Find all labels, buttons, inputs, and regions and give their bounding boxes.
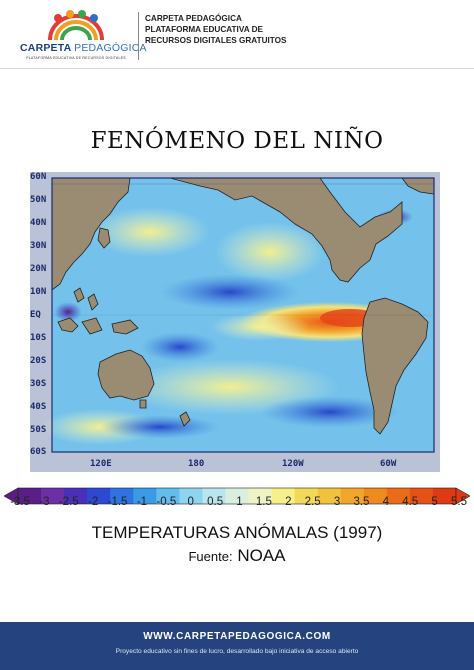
source-line: Fuente: NOAA: [0, 546, 474, 566]
scale-cell: [248, 488, 273, 504]
lat-label: 50S: [30, 425, 47, 435]
header-divider: [138, 12, 139, 60]
scale-tick-label: 3: [333, 496, 341, 508]
logo-tagline: PLATAFORMA EDUCATIVA DE RECURSOS DIGITAL…: [26, 56, 126, 60]
scale-cell: [41, 488, 65, 504]
scale-tick-label: -2.5: [58, 496, 79, 508]
lon-label: 60W: [380, 459, 397, 469]
logo: CARPETA PEDAGÓGICA PLATAFORMA EDUCATIVA …: [20, 8, 147, 66]
source-value: NOAA: [237, 546, 286, 565]
lat-label: 10S: [30, 333, 47, 343]
header: CARPETA PEDAGÓGICA PLATAFORMA EDUCATIVA …: [0, 0, 474, 70]
scale-cell: [225, 488, 250, 504]
scale-cell: [87, 488, 111, 504]
footer-note: Proyecto educativo sin fines de lucro, d…: [115, 648, 359, 655]
footer: WWW.CARPETAPEDAGOGICA.COM Proyecto educa…: [0, 622, 474, 670]
scale-tick-label: 4.5: [402, 496, 419, 508]
lat-label: 30N: [30, 241, 47, 251]
scale-tick-label: -2: [88, 496, 99, 508]
scale-cell: [340, 488, 365, 504]
lat-label: 30S: [30, 379, 47, 389]
lat-label: 60S: [30, 447, 47, 457]
scale-tick-label: 0: [187, 496, 194, 508]
header-rule: [0, 68, 474, 69]
page-title: FENÓMENO DEL NIÑO: [90, 128, 384, 154]
lon-label: 120W: [282, 459, 304, 469]
scale-tick-label: 5.5: [451, 496, 467, 508]
scale-tick-label: -1.5: [107, 496, 128, 508]
lat-label: 40S: [30, 402, 47, 412]
scale-cell: [271, 488, 296, 504]
scale-cell: [202, 488, 226, 504]
logo-figures-icon: [48, 10, 104, 41]
scale-tick-label: 4: [382, 496, 390, 508]
scale-tick-label: 5: [431, 496, 438, 508]
source-label: Fuente:: [188, 549, 233, 564]
lat-label: 40N: [30, 218, 47, 228]
scale-cell: [409, 488, 434, 504]
lat-label: 50N: [30, 195, 47, 205]
scale-tick-label: -1: [136, 496, 148, 508]
scale-cell: [156, 488, 180, 504]
scale-tick-label: -3.5: [10, 496, 30, 508]
scale-cell: [110, 488, 134, 504]
lon-label: 180: [188, 459, 205, 469]
lon-label: 120E: [90, 459, 112, 469]
anomaly-map: 60N 50N 40N 30N 20N 10N EQ 10S 20S 30S 4…: [30, 172, 440, 472]
header-line-1: CARPETA PEDAGÓGICA: [145, 14, 242, 23]
scale-tick-label: 2.5: [304, 496, 321, 508]
scale-cell: [294, 488, 319, 504]
logo-brand: CARPETA PEDAGÓGICA: [20, 42, 147, 54]
scale-cell: [64, 488, 88, 504]
scale-cell: [386, 488, 411, 504]
scale-tick-label: -0.5: [156, 496, 177, 508]
lat-label: 20S: [30, 356, 47, 366]
scale-cell: [317, 488, 342, 504]
footer-url[interactable]: WWW.CARPETAPEDAGOGICA.COM: [143, 631, 331, 642]
scale-tick-label: -3: [39, 496, 50, 508]
map-caption: TEMPERATURAS ANÓMALAS (1997): [91, 523, 383, 542]
color-scale-labels: -3.5 -3 -2.5 -2 -1.5 -1 -0.5 0 0.5 1 1.5 2 2.5 3 3.5 4 4…: [4, 496, 470, 510]
scale-cell: [133, 488, 157, 504]
scale-cell: [363, 488, 388, 504]
scale-tick-label: 1: [236, 496, 243, 508]
scale-tick-label: 0.5: [207, 496, 224, 508]
scale-cell: [18, 488, 42, 504]
scale-cell: [179, 488, 203, 504]
scale-tick-label: 1.5: [255, 496, 272, 508]
sea-temperature-map-image: [40, 177, 435, 453]
lat-label: 10N: [30, 287, 47, 297]
color-scale-bar: [4, 487, 470, 505]
scale-tick-label: 2: [285, 496, 292, 508]
header-line-3: RECURSOS DIGITALES GRATUITOS: [145, 36, 287, 45]
header-text: CARPETA PEDAGÓGICA PLATAFORMA EDUCATIVA …: [145, 13, 286, 46]
lat-label: 20N: [30, 264, 47, 274]
header-line-2: PLATAFORMA EDUCATIVA DE: [145, 25, 263, 34]
scale-cell: [432, 488, 457, 504]
scale-tick-label: 3.5: [353, 496, 370, 508]
lat-label: 60N: [30, 172, 47, 182]
lat-label: EQ: [30, 310, 41, 320]
